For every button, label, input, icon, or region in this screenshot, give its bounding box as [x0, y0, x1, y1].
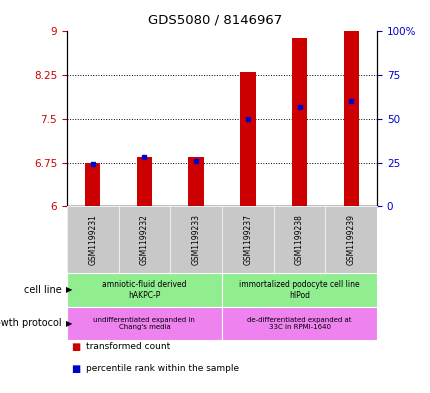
Bar	[343, 31, 358, 206]
Text: GSM1199233: GSM1199233	[191, 214, 200, 265]
Bar	[188, 157, 203, 206]
Text: percentile rank within the sample: percentile rank within the sample	[86, 364, 239, 373]
Bar	[85, 163, 100, 206]
Text: ■: ■	[71, 342, 80, 352]
Text: ▶: ▶	[66, 319, 72, 328]
Text: GSM1199237: GSM1199237	[243, 214, 252, 265]
Text: immortalized podocyte cell line
hIPod: immortalized podocyte cell line hIPod	[239, 280, 359, 299]
Text: transformed count: transformed count	[86, 342, 170, 351]
Text: GSM1199239: GSM1199239	[346, 214, 355, 265]
Bar	[136, 157, 152, 206]
Text: amniotic-fluid derived
hAKPC-P: amniotic-fluid derived hAKPC-P	[102, 280, 186, 299]
Text: GSM1199238: GSM1199238	[295, 214, 303, 265]
Text: de-differentiated expanded at
33C in RPMI-1640: de-differentiated expanded at 33C in RPM…	[247, 317, 351, 330]
Text: GDS5080 / 8146967: GDS5080 / 8146967	[148, 14, 282, 27]
Bar	[240, 72, 255, 206]
Text: undifferentiated expanded in
Chang's media: undifferentiated expanded in Chang's med…	[93, 317, 195, 330]
Text: GSM1199231: GSM1199231	[88, 214, 97, 265]
Bar	[291, 39, 307, 206]
Text: ▶: ▶	[66, 285, 72, 294]
Text: ■: ■	[71, 364, 80, 373]
Text: growth protocol: growth protocol	[0, 318, 64, 328]
Text: GSM1199232: GSM1199232	[140, 214, 148, 265]
Text: cell line: cell line	[24, 285, 64, 295]
